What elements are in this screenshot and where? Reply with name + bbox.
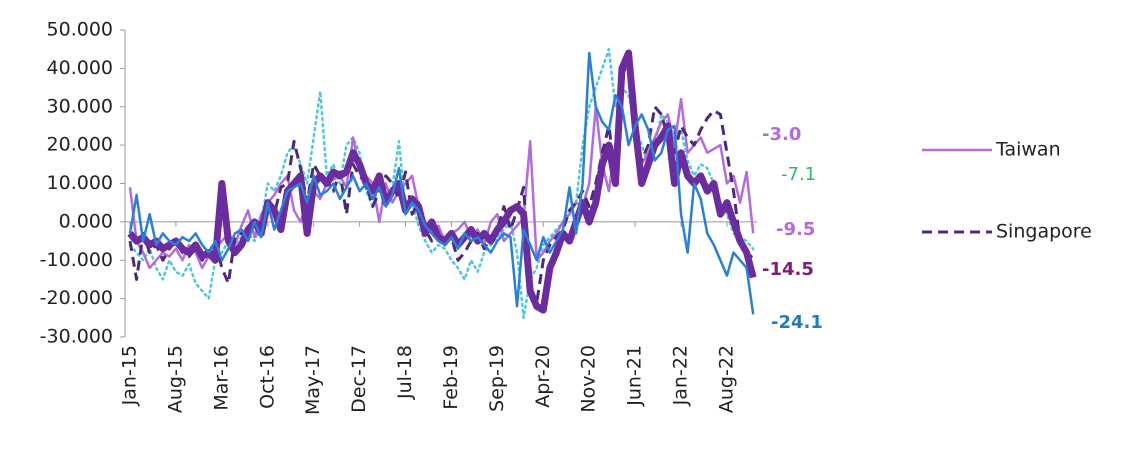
x-tick-label: May-17 bbox=[302, 345, 324, 415]
legend-label: Taiwan bbox=[995, 139, 1061, 161]
y-tick-label: -30.000 bbox=[40, 326, 113, 348]
x-tick-label: Jun-21 bbox=[624, 345, 646, 407]
y-tick-label: 30.000 bbox=[47, 95, 113, 117]
x-tick-label: Dec-17 bbox=[348, 345, 370, 413]
y-tick-label: 50.000 bbox=[47, 19, 113, 41]
y-tick-label: 40.000 bbox=[47, 57, 113, 79]
y-tick-label: 0.000 bbox=[59, 210, 113, 232]
value-label: -3.0 bbox=[762, 124, 801, 145]
y-tick-label: -10.000 bbox=[40, 249, 113, 271]
x-tick-label: Feb-19 bbox=[440, 345, 462, 410]
series-line bbox=[127, 49, 757, 314]
x-tick-label: Jan-15 bbox=[119, 345, 141, 406]
value-label: -9.5 bbox=[776, 219, 815, 240]
x-tick-label: Jul-18 bbox=[394, 345, 416, 400]
value-label: -7.1 bbox=[781, 164, 816, 185]
x-tick-label: Aug-22 bbox=[715, 345, 737, 413]
value-label: -24.1 bbox=[771, 312, 823, 333]
x-tick-label: Jan-22 bbox=[670, 345, 692, 406]
x-tick-label: Apr-20 bbox=[532, 345, 554, 408]
x-tick-label: Aug-15 bbox=[164, 345, 186, 413]
x-tick-label: Sep-19 bbox=[486, 345, 508, 412]
x-tick-label: Nov-20 bbox=[578, 345, 600, 413]
y-tick-label: 10.000 bbox=[47, 172, 113, 194]
legend-label: Singapore bbox=[996, 221, 1092, 243]
series-line bbox=[128, 51, 755, 315]
y-tick-label: 20.000 bbox=[47, 134, 113, 156]
value-label: -14.5 bbox=[762, 259, 814, 280]
y-tick-label: -20.000 bbox=[40, 287, 113, 309]
x-tick-label: Mar-16 bbox=[210, 345, 232, 411]
x-tick-label: Oct-16 bbox=[256, 345, 278, 409]
